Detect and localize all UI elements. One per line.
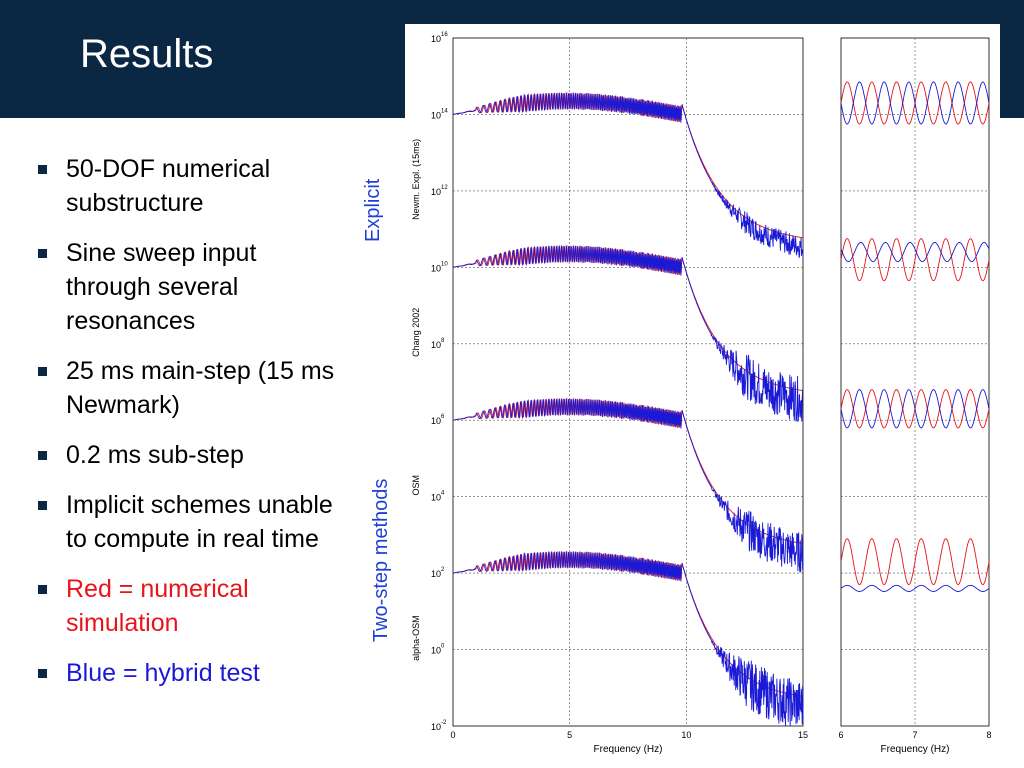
x-tick-label: 5 [567, 730, 572, 740]
bullet-item: 25 ms main-step (15 ms Newmark) [36, 354, 346, 422]
bullet-square-icon [38, 367, 47, 376]
y-tick-exponent: -2 [441, 720, 447, 726]
y-tick-exponent: 16 [441, 32, 448, 38]
trace-group: Newm. Expl. (15ms) [411, 91, 804, 259]
y-tick-label: 10 6 [431, 414, 445, 426]
trace-label: OSM [411, 475, 421, 496]
y-tick-base: 10 [431, 34, 441, 44]
bullet-list: 50-DOF numerical substructure Sine sweep… [36, 152, 346, 706]
hybrid-series-line [452, 397, 804, 573]
bullet-square-icon [38, 501, 47, 510]
y-tick-label: 10 2 [431, 567, 445, 579]
explicit-group-label: Explicit [362, 178, 384, 242]
bullet-item: Sine sweep input through several resonan… [36, 236, 346, 338]
y-tick-label: 10 0 [431, 644, 445, 656]
y-tick-base: 10 [431, 110, 441, 120]
x-axis-label: Frequency (Hz) [594, 744, 663, 755]
hybrid-series-line [453, 91, 804, 259]
y-tick-base: 10 [431, 416, 441, 426]
bullet-item: Blue = hybrid test [36, 656, 346, 690]
bullet-item: Implicit schemes unable to compute in re… [36, 488, 346, 556]
y-tick-base: 10 [431, 569, 441, 579]
bullet-square-icon [38, 669, 47, 678]
bullet-text: Blue = hybrid test [66, 659, 260, 687]
zoom-hybrid-line [840, 389, 990, 429]
bullet-item: 50-DOF numerical substructure [36, 152, 346, 220]
slide-title: Results [80, 32, 214, 76]
zoom-x-tick-label: 7 [912, 730, 917, 740]
y-tick-label: 10 14 [431, 108, 448, 120]
bullet-text: Implicit schemes unable to compute in re… [66, 491, 333, 553]
y-tick-label: 10 16 [431, 32, 448, 44]
zoom-row [840, 389, 990, 429]
zoom-row [840, 81, 990, 125]
bullet-square-icon [38, 585, 47, 594]
trace-label: Chang 2002 [411, 308, 421, 357]
zoom-numerical-line [840, 538, 990, 586]
zoom-row [840, 538, 990, 592]
bullet-item: Red = numerical simulation [36, 572, 346, 640]
hybrid-series-line [453, 244, 804, 423]
hybrid-series-line [452, 550, 804, 727]
zoom-numerical-line [840, 238, 990, 282]
bullet-square-icon [38, 249, 47, 258]
y-tick-exponent: 8 [441, 338, 445, 344]
y-tick-base: 10 [431, 187, 441, 197]
y-tick-exponent: 4 [441, 491, 445, 497]
zoom-row [840, 238, 990, 282]
trace-group: Chang 2002 [411, 244, 804, 423]
x-tick-label: 0 [450, 730, 455, 740]
y-tick-exponent: 0 [441, 644, 445, 650]
y-tick-exponent: 12 [441, 185, 448, 191]
zoom-x-tick-label: 6 [838, 730, 843, 740]
zoom-x-tick-label: 8 [986, 730, 991, 740]
zoom-hybrid-line [840, 584, 990, 592]
y-tick-label: 10 -2 [431, 720, 447, 732]
two-step-group-label: Two-step methods [370, 478, 392, 642]
trace-label: alpha-OSM [411, 615, 421, 661]
bullet-text: Sine sweep input through several resonan… [66, 239, 257, 335]
trace-group: alpha-OSM [411, 550, 804, 727]
y-tick-exponent: 2 [441, 567, 445, 573]
y-tick-base: 10 [431, 722, 441, 732]
y-tick-base: 10 [431, 646, 441, 656]
y-tick-base: 10 [431, 493, 441, 503]
plot-panel: 10 16 10 14 10 12 10 10 10 8 10 6 10 4 10 2 10 0 10 -2 0 5 10 1… [405, 24, 1000, 768]
trace-label: Newm. Expl. (15ms) [411, 139, 421, 220]
bullet-item: 0.2 ms sub-step [36, 438, 346, 472]
zoom-hybrid-line [840, 242, 990, 263]
bullet-square-icon [38, 165, 47, 174]
y-tick-label: 10 8 [431, 338, 445, 350]
y-tick-base: 10 [431, 340, 441, 350]
trace-group: OSM [411, 397, 804, 573]
x-tick-label: 15 [798, 730, 808, 740]
zoom-x-axis-label: Frequency (Hz) [881, 744, 950, 755]
y-tick-label: 10 10 [431, 261, 448, 273]
y-tick-base: 10 [431, 263, 441, 273]
bullet-text: 50-DOF numerical substructure [66, 155, 271, 217]
y-tick-exponent: 10 [441, 261, 448, 267]
bullet-text: 25 ms main-step (15 ms Newmark) [66, 357, 335, 419]
bullet-square-icon [38, 451, 47, 460]
x-tick-label: 10 [681, 730, 691, 740]
bullet-text: 0.2 ms sub-step [66, 441, 244, 469]
bullet-text: Red = numerical simulation [66, 575, 249, 637]
y-tick-exponent: 14 [441, 108, 448, 114]
y-tick-label: 10 4 [431, 491, 445, 503]
y-tick-label: 10 12 [431, 185, 448, 197]
zoom-hybrid-line [840, 81, 990, 125]
y-tick-exponent: 6 [441, 414, 445, 420]
